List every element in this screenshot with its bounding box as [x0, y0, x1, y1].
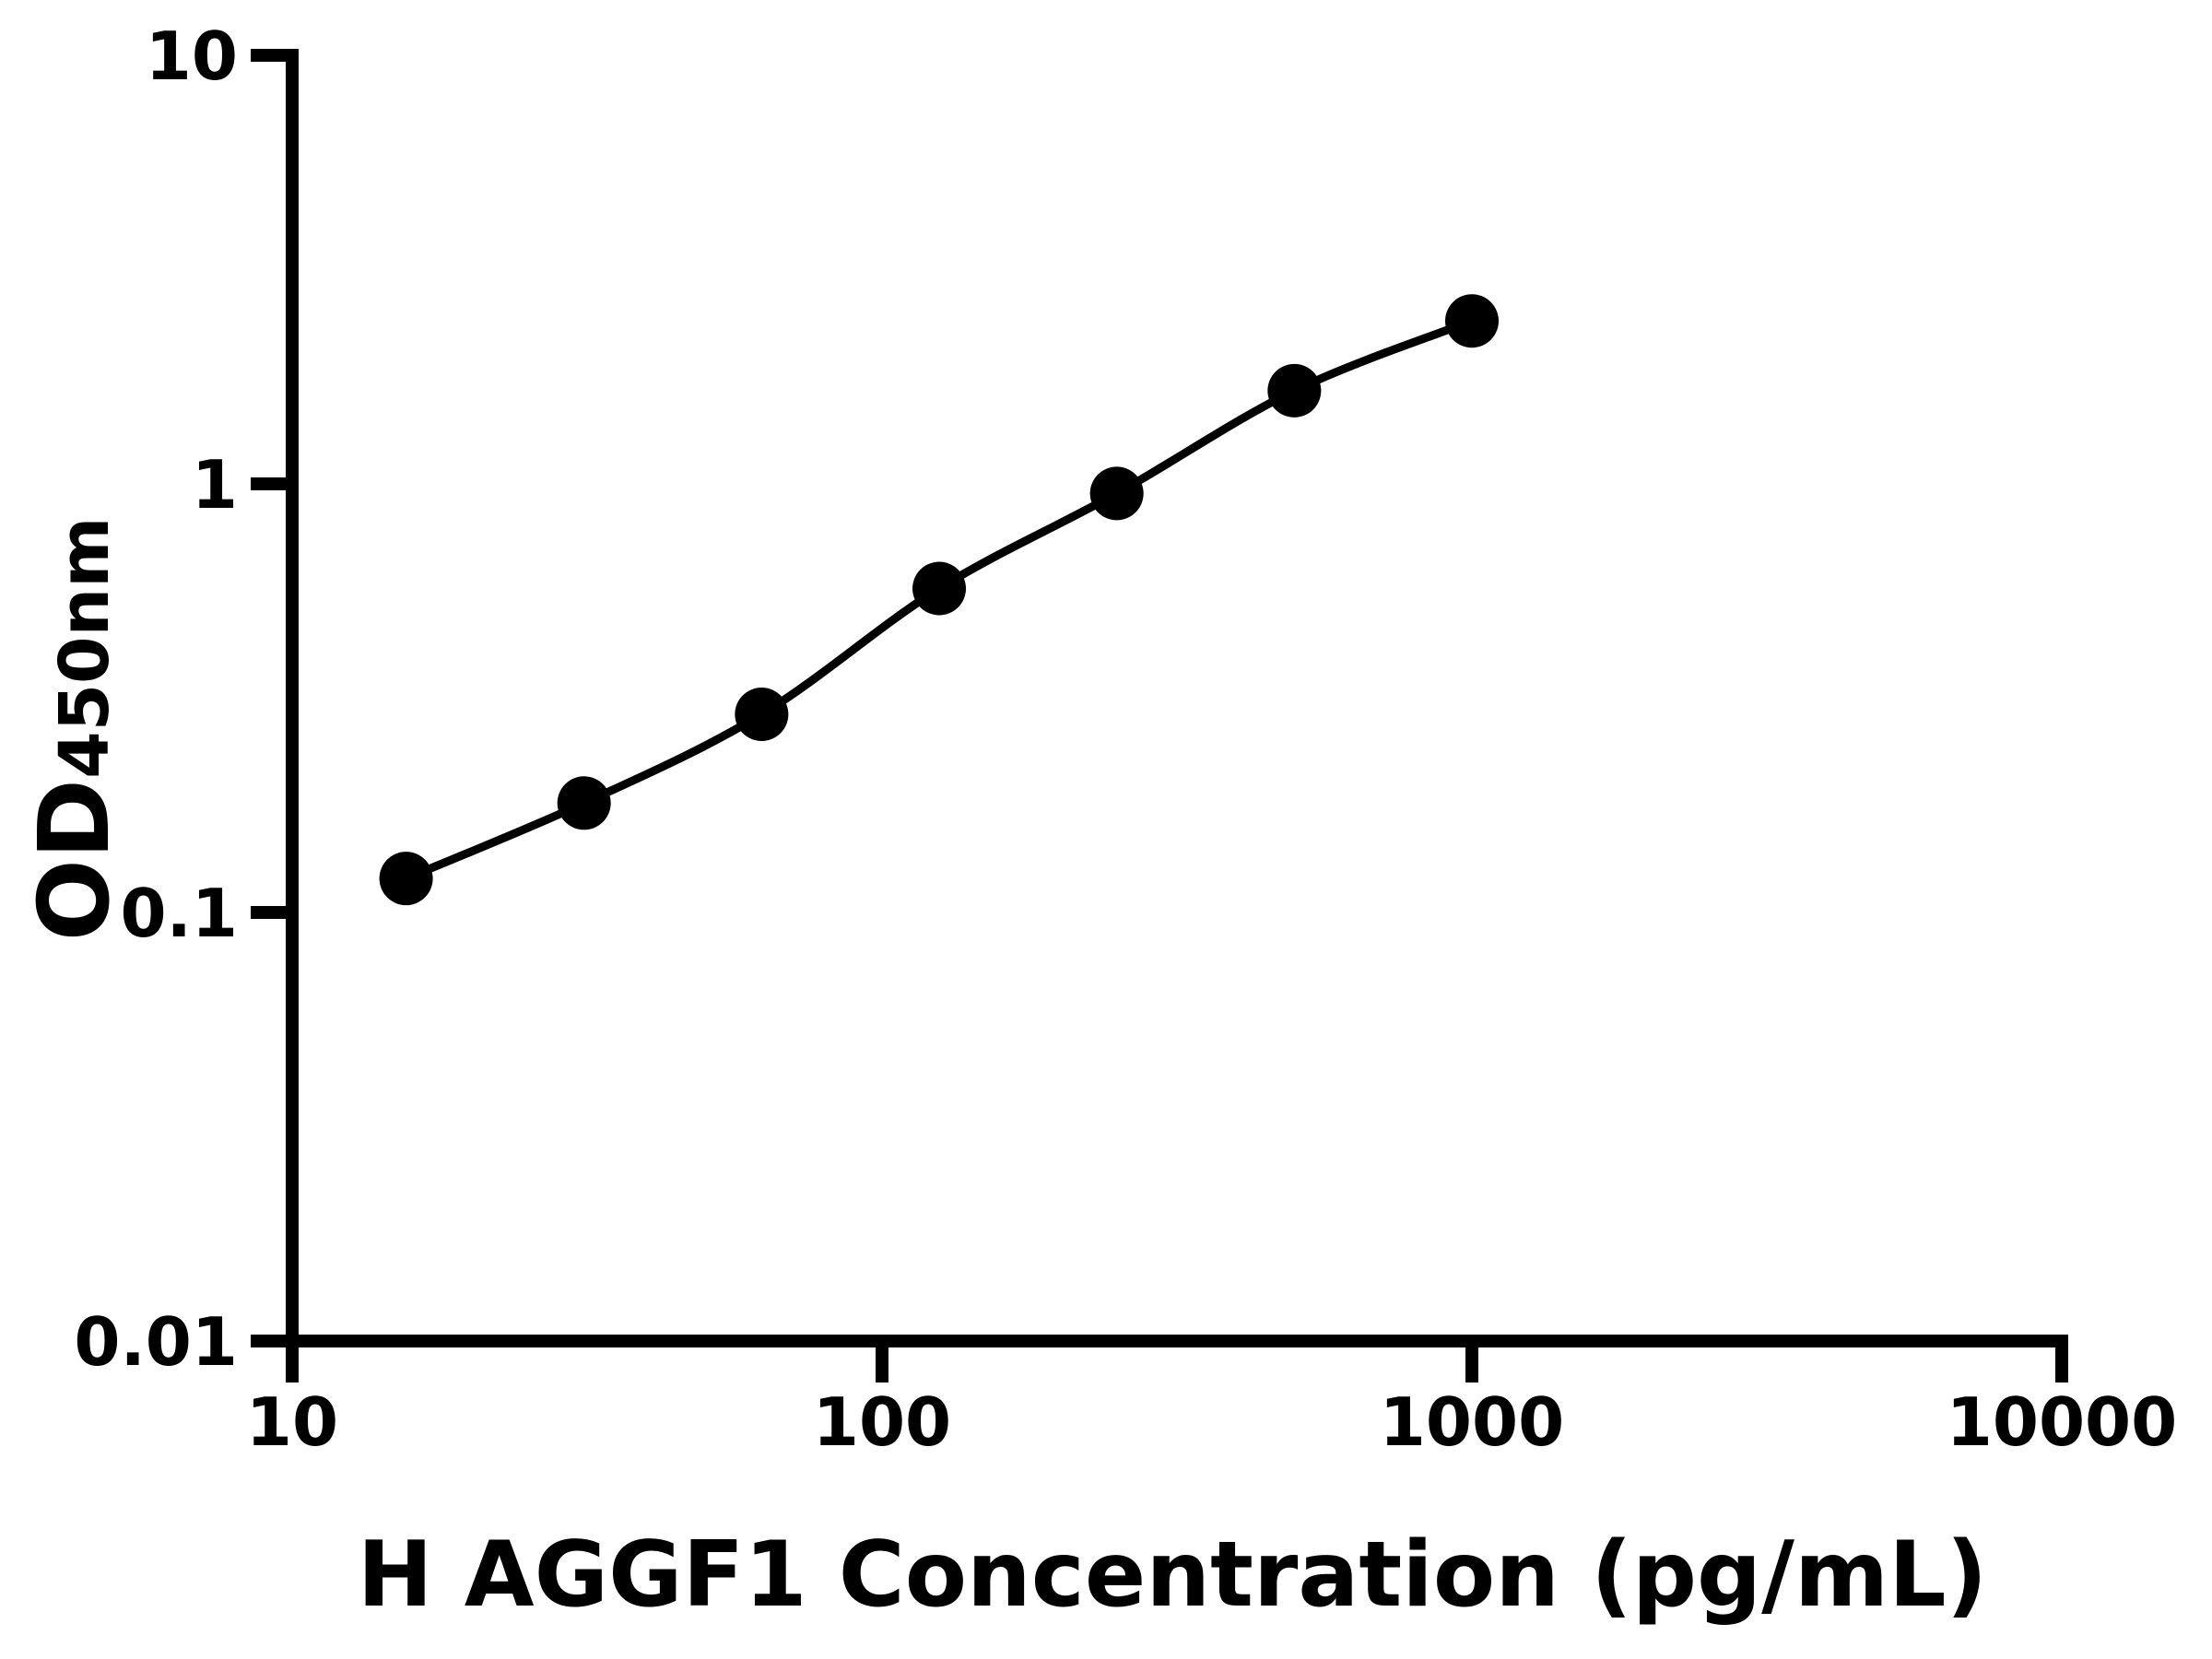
y-tick-label: 10	[146, 18, 238, 95]
data-point	[912, 561, 967, 616]
y-tick-label: 0.01	[74, 1303, 238, 1381]
data-point	[1089, 466, 1144, 521]
y-axis-title-main: OD	[18, 779, 131, 941]
x-tick-label: 10	[246, 1383, 338, 1461]
y-axis-title: OD450nm	[18, 517, 131, 942]
data-point	[557, 776, 611, 830]
x-tick-label: 100	[813, 1383, 951, 1461]
data-point	[735, 687, 789, 741]
y-axis-title-sub: 450nm	[45, 517, 124, 779]
data-point	[1267, 363, 1322, 418]
y-tick-label: 0.1	[120, 875, 238, 952]
x-tick-label: 1000	[1380, 1383, 1564, 1461]
y-tick-label: 1	[192, 446, 238, 524]
x-tick-label: 10000	[1947, 1383, 2178, 1461]
x-axis-title: H AGGF1 Concentration (pg/mL)	[358, 1523, 1988, 1628]
data-point	[379, 852, 433, 906]
data-point	[1445, 294, 1499, 348]
